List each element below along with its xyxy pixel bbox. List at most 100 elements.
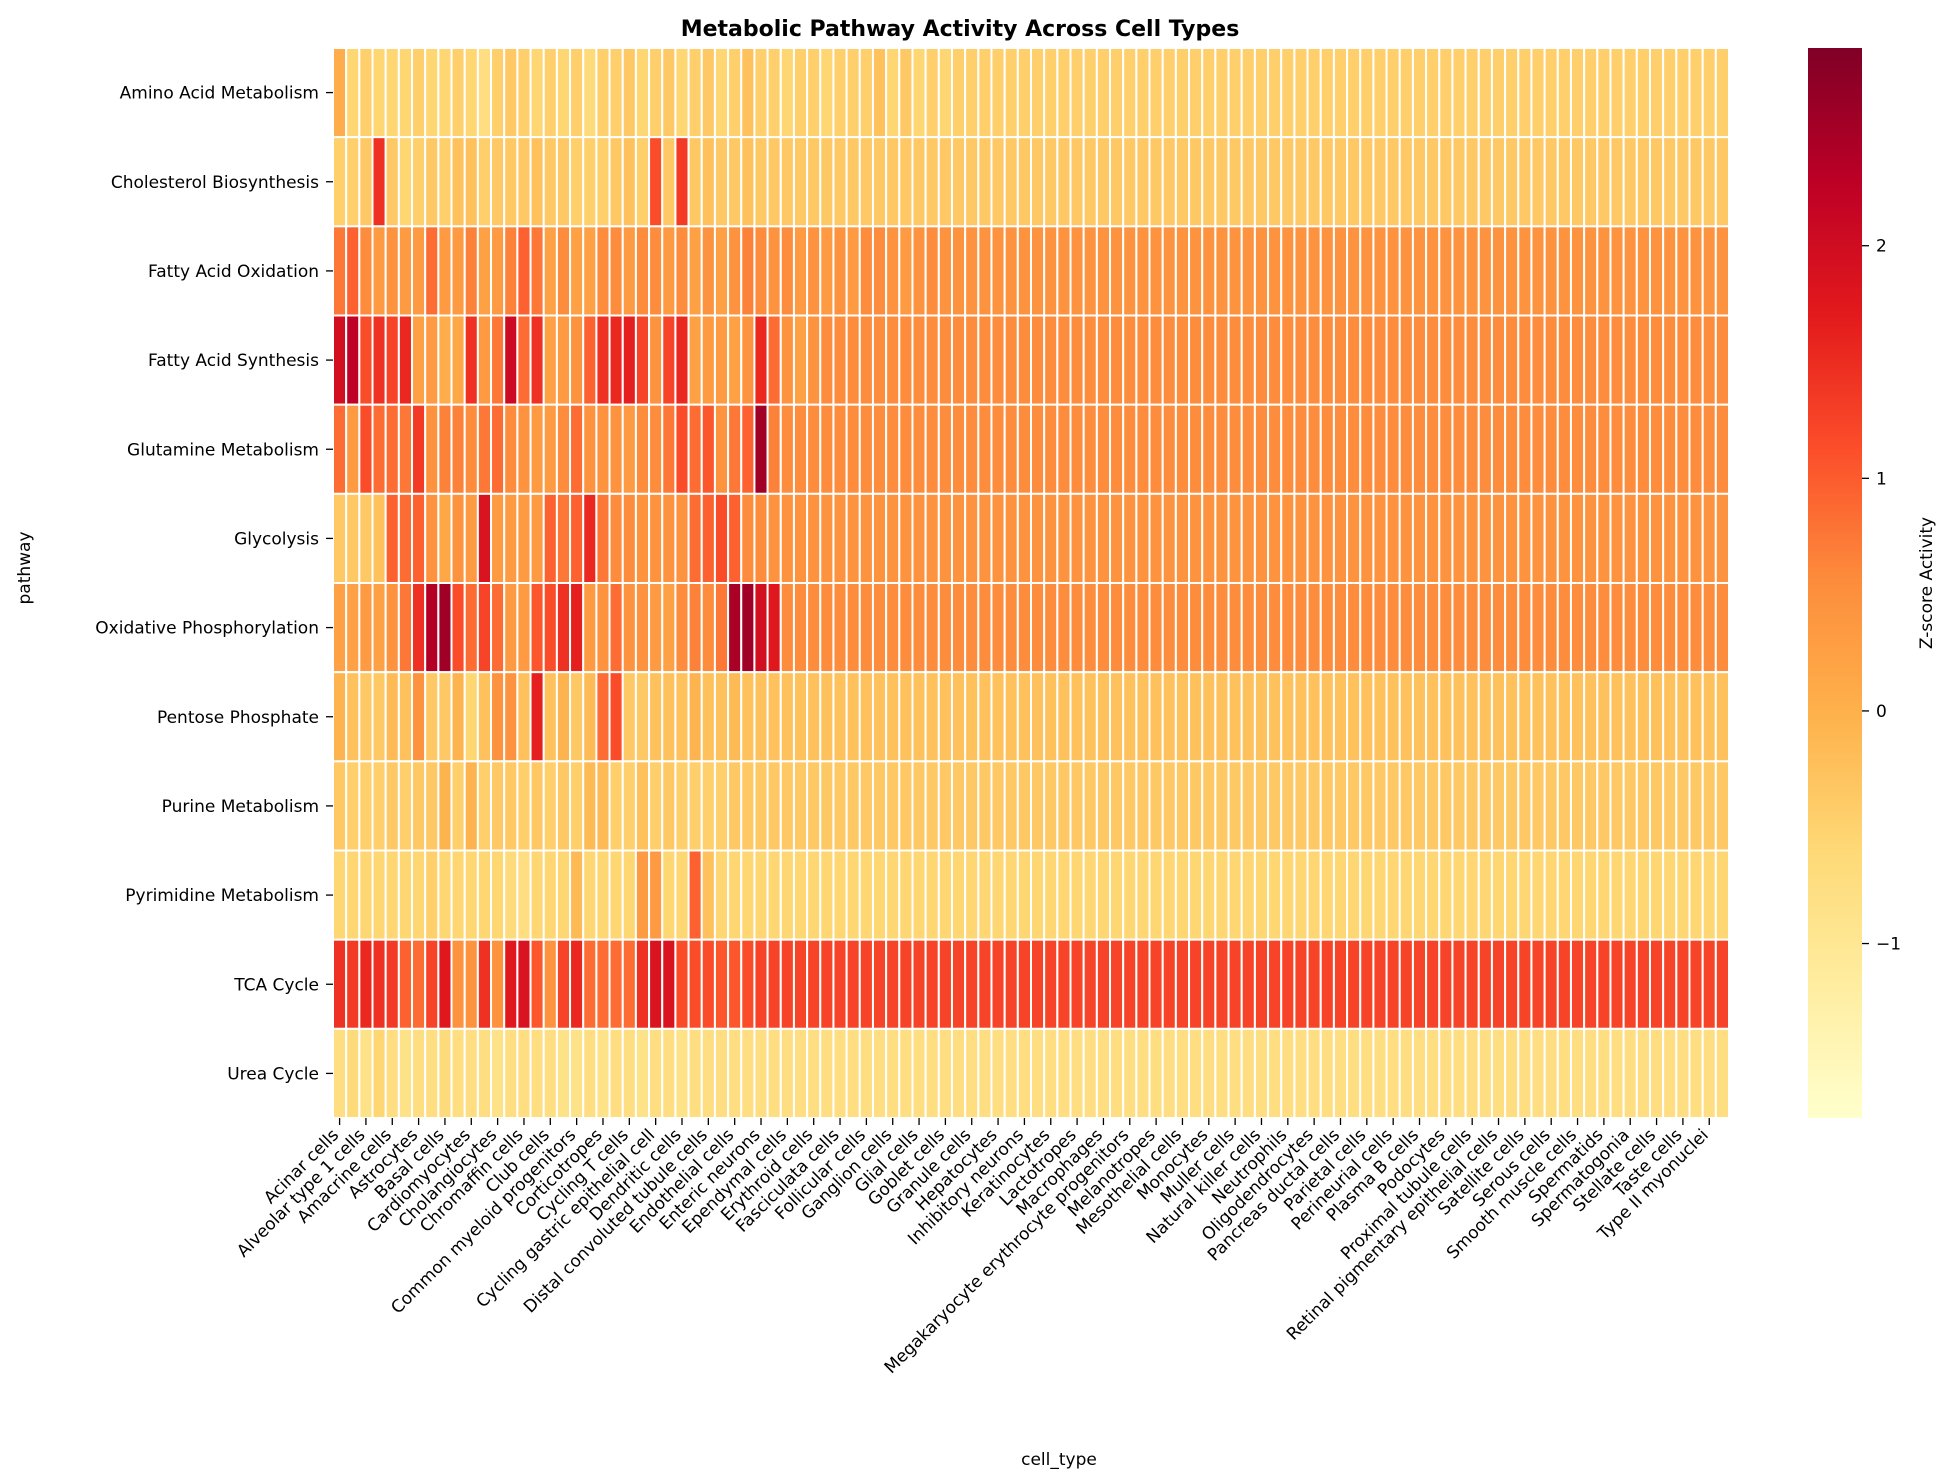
heatmap-cell — [1188, 492, 1204, 584]
heatmap-cell — [1425, 225, 1441, 317]
heatmap-cell — [1504, 760, 1520, 852]
heatmap-cell — [648, 849, 664, 941]
heatmap-cell — [634, 314, 651, 406]
heatmap-cell — [1188, 314, 1204, 406]
heatmap-cell — [1240, 403, 1256, 495]
heatmap-cell — [1069, 671, 1085, 763]
heatmap-cell — [871, 314, 888, 406]
heatmap-cell — [384, 671, 400, 763]
heatmap-cell — [1556, 225, 1572, 317]
heatmap-cell — [1398, 492, 1414, 584]
heatmap-cell — [1319, 938, 1335, 1030]
heatmap-cell — [1411, 938, 1428, 1030]
heatmap-cell — [1385, 225, 1401, 317]
heatmap-cell — [740, 47, 756, 139]
heatmap-cell — [1109, 136, 1125, 228]
heatmap-cell — [792, 760, 809, 852]
heatmap-cell — [1648, 760, 1665, 852]
heatmap-cell — [569, 1027, 585, 1119]
heatmap-cell — [687, 849, 703, 941]
heatmap-cell — [1530, 136, 1546, 228]
heatmap-cell — [332, 760, 348, 852]
heatmap-cell — [1662, 47, 1678, 139]
heatmap-cell — [1688, 47, 1704, 139]
heatmap-cell — [1596, 849, 1612, 941]
heatmap-cell — [476, 938, 493, 1030]
heatmap-cell — [1306, 1027, 1322, 1119]
heatmap-cell — [1425, 492, 1441, 584]
heatmap-cell — [1398, 938, 1414, 1030]
heatmap-cell — [1490, 849, 1507, 941]
heatmap-cell — [1688, 938, 1704, 1030]
heatmap-cell — [766, 225, 782, 317]
heatmap-cell — [1504, 849, 1520, 941]
heatmap-cell — [964, 403, 980, 495]
heatmap-cell — [766, 136, 782, 228]
heatmap-cell — [463, 1027, 479, 1119]
heatmap-cell — [1622, 760, 1638, 852]
heatmap-cell — [358, 492, 374, 584]
heatmap-cell — [845, 225, 861, 317]
heatmap-cell — [858, 492, 874, 584]
heatmap-cell — [1135, 225, 1151, 317]
heatmap-cell — [700, 938, 716, 1030]
heatmap-cell — [1359, 938, 1375, 1030]
heatmap-cell — [661, 136, 677, 228]
heatmap-cell — [977, 225, 993, 317]
heatmap-cell — [450, 760, 466, 852]
heatmap-cell — [700, 314, 716, 406]
heatmap-cell — [898, 671, 914, 763]
heatmap-cell — [1161, 314, 1177, 406]
heatmap-cell — [727, 760, 743, 852]
heatmap-cell — [1688, 403, 1704, 495]
heatmap-cell — [1280, 492, 1296, 584]
heatmap-cell — [871, 1027, 888, 1119]
heatmap-cell — [1622, 938, 1638, 1030]
heatmap-cell — [371, 225, 387, 317]
heatmap-cell — [806, 1027, 822, 1119]
heatmap-cell — [1714, 760, 1730, 852]
heatmap-cell — [503, 136, 519, 228]
heatmap-cell — [977, 760, 993, 852]
heatmap-cell — [595, 492, 611, 584]
heatmap-cell — [1227, 849, 1243, 941]
heatmap-cell — [490, 1027, 506, 1119]
heatmap-cell — [845, 760, 861, 852]
heatmap-cell — [1056, 671, 1072, 763]
heatmap-cell — [858, 314, 874, 406]
heatmap-cell — [1688, 1027, 1704, 1119]
heatmap-cell — [1214, 225, 1230, 317]
heatmap-cell — [766, 492, 782, 584]
heatmap-cell — [845, 403, 861, 495]
heatmap-cell — [1569, 938, 1586, 1030]
heatmap-cell — [608, 582, 624, 674]
heatmap-cell — [1043, 314, 1059, 406]
heatmap-cell — [1122, 671, 1138, 763]
heatmap-cell — [1161, 938, 1177, 1030]
heatmap-cell — [871, 136, 888, 228]
heatmap-cell — [832, 403, 848, 495]
heatmap-cell — [582, 47, 598, 139]
heatmap-cell — [1174, 582, 1191, 674]
heatmap-cell — [1188, 136, 1204, 228]
heatmap-cell — [582, 1027, 598, 1119]
heatmap-cell — [845, 136, 861, 228]
heatmap-cell — [1517, 225, 1533, 317]
heatmap-cell — [503, 582, 519, 674]
heatmap-cell — [674, 1027, 690, 1119]
heatmap-cell — [332, 1027, 348, 1119]
heatmap-cell — [1714, 671, 1730, 763]
heatmap-cell — [648, 671, 664, 763]
heatmap-cell — [1438, 47, 1454, 139]
heatmap-cell — [806, 492, 822, 584]
heatmap-cell — [1464, 1027, 1480, 1119]
y-axis-label: pathway — [15, 531, 35, 604]
heatmap-cell — [1201, 1027, 1217, 1119]
heatmap-cell — [1188, 403, 1204, 495]
heatmap-cell — [1095, 760, 1112, 852]
heatmap-cell — [1398, 760, 1414, 852]
heatmap-cell — [634, 47, 651, 139]
heatmap-cell — [490, 671, 506, 763]
heatmap-cell — [740, 671, 756, 763]
heatmap-cell — [1319, 225, 1335, 317]
